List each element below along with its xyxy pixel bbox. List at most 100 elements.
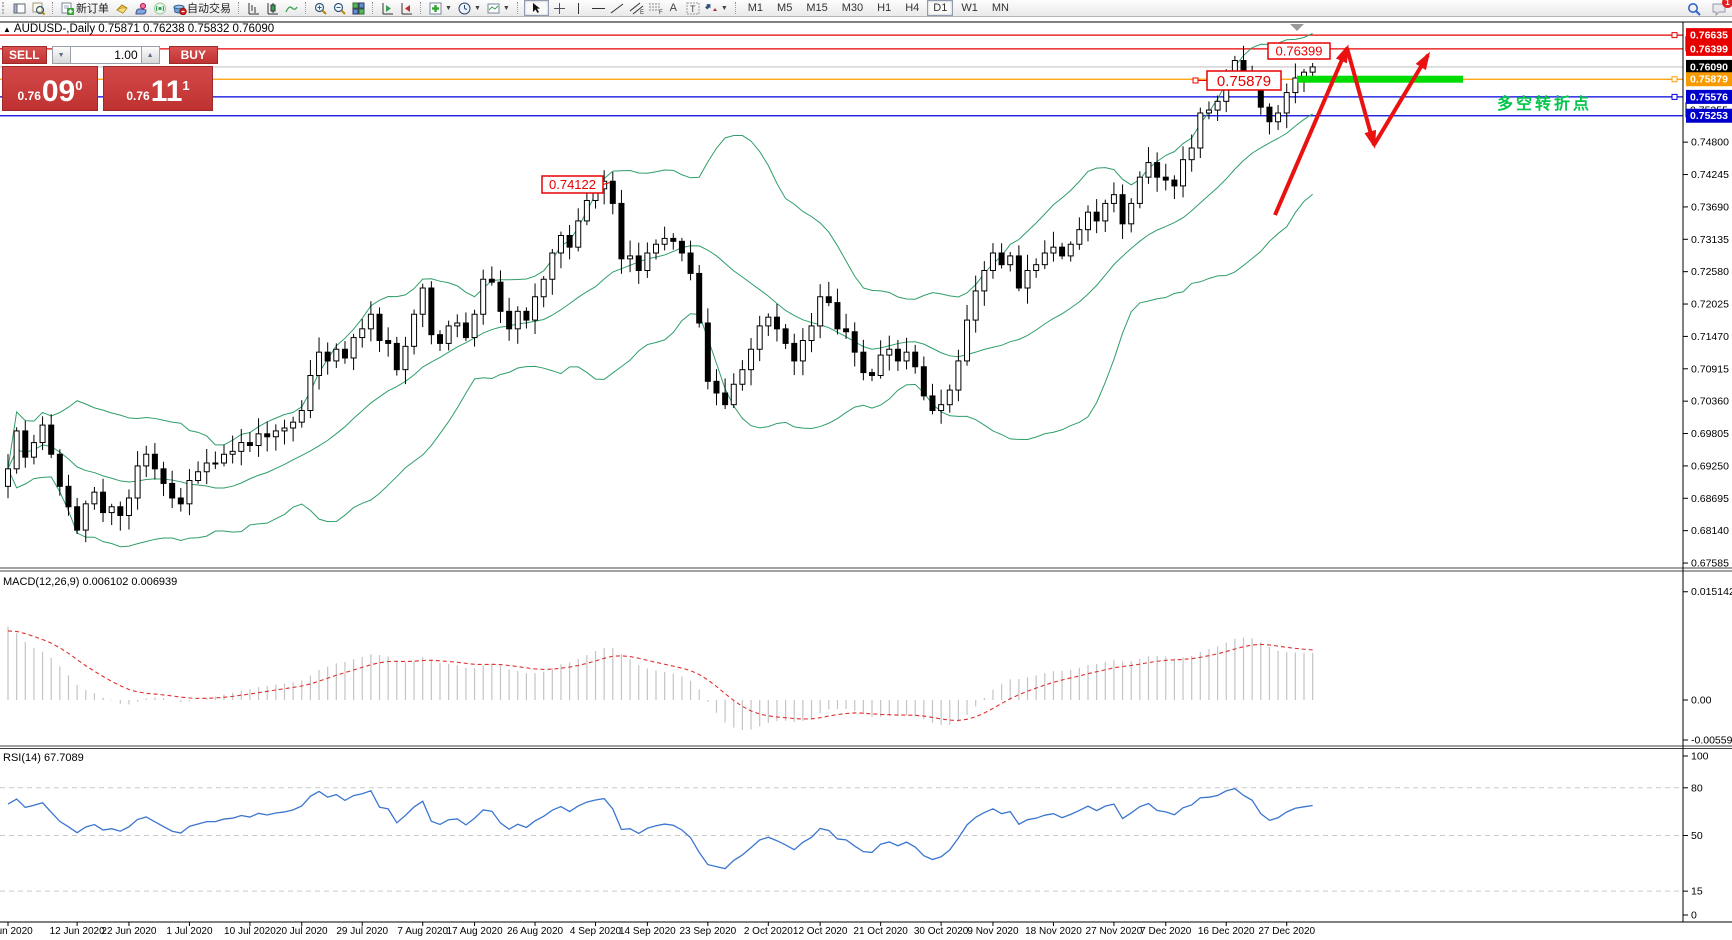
timeframe-button-h1[interactable]: H1 [877,2,892,14]
svg-text:0.70915: 0.70915 [1691,363,1729,375]
price-axis: 0.74800 0.74245 0.73690 0.73135 0.72580 0.720… [1683,137,1732,922]
new-order-button[interactable]: 新订单 [58,1,112,16]
price-label-annotation [1206,70,1282,91]
timeframe-button-d1[interactable]: D1 [927,0,954,16]
svg-text:F: F [659,10,663,15]
svg-text:0.67585: 0.67585 [1691,558,1729,570]
label-tool-button[interactable]: T [683,1,702,16]
data-window-icon [32,2,46,15]
data-window-button[interactable] [29,1,48,16]
candle-chart-mode-button[interactable] [263,1,282,16]
fibonacci-tool-button[interactable]: F [645,1,664,16]
svg-text:100: 100 [1691,751,1709,763]
chevron-down-icon: ▼ [502,4,510,12]
timeframe-button-m30[interactable]: M30 [841,2,864,14]
collapse-triangle-icon[interactable]: ▲ [3,25,11,34]
svg-text:18 Nov 2020: 18 Nov 2020 [1025,926,1082,937]
volume-increase-button[interactable]: ▲ [140,46,160,64]
timeframe-button-m15[interactable]: M15 [806,2,828,14]
timeframe-button-m5[interactable]: M5 [777,2,793,14]
svg-text:12 Jun 2020: 12 Jun 2020 [50,926,105,937]
rsi-layer [0,787,1683,892]
cursor-tool-button[interactable] [523,0,549,16]
chart-shift-icon [400,2,413,15]
volume-decrease-button[interactable]: ▼ [51,46,71,64]
search-button[interactable] [1684,1,1703,16]
svg-text:27 Nov 2020: 27 Nov 2020 [1086,926,1143,937]
buy-button[interactable]: BUY [168,46,218,64]
svg-text:0.76399: 0.76399 [1690,43,1728,55]
svg-text:2 Jun 2020: 2 Jun 2020 [0,926,33,937]
text-tool-button[interactable]: A [664,1,683,16]
template-button[interactable]: ▼ [484,1,513,16]
metaeditor-icon [115,2,128,15]
timeframe-button-mn[interactable]: MN [991,2,1009,14]
zoom-in-button[interactable] [311,1,330,16]
period-button[interactable]: ▼ [455,1,484,16]
triangle-up-icon: ▲ [146,51,154,59]
svg-text:0.75879: 0.75879 [1690,74,1728,86]
svg-text:29 Jul 2020: 29 Jul 2020 [336,926,388,937]
svg-text:0.73690: 0.73690 [1691,201,1729,213]
arrows-tool-button[interactable]: ▼ [702,1,731,16]
bar-chart-icon [247,2,260,15]
market-button[interactable] [131,1,150,16]
autotrading-button[interactable]: 自动交易 [169,1,234,16]
signals-icon [153,2,166,15]
sell-price-pip: 0 [75,78,83,93]
clock-icon [458,2,471,15]
svg-text:26 Aug 2020: 26 Aug 2020 [507,926,564,937]
timeframe-toolbar: M1 M5 M15 M30 H1 H4 D1 W1 MN [741,0,1016,16]
toolbar-grip[interactable] [2,2,8,14]
metaeditor-button[interactable] [112,1,131,16]
timeframe-button-w1[interactable]: W1 [961,2,978,14]
timeframe-button-m1[interactable]: M1 [747,2,764,14]
bar-chart-mode-button[interactable] [244,1,263,16]
trendline-tool-button[interactable] [607,1,626,16]
svg-text:23 Sep 2020: 23 Sep 2020 [679,926,736,937]
line-chart-mode-button[interactable] [282,1,301,16]
svg-text:0.69805: 0.69805 [1691,428,1729,440]
buy-price-display[interactable]: 0.76 11 1 [103,66,213,111]
timeframe-button-h4[interactable]: H4 [905,2,920,14]
crosshair-tool-button[interactable] [550,1,569,16]
tile-windows-button[interactable] [349,1,368,16]
volume-input[interactable] [70,46,141,64]
vertical-line-tool-button[interactable] [569,1,588,16]
zoom-out-button[interactable] [330,1,349,16]
terminal-button[interactable] [10,1,29,16]
price-label-annotation [1267,42,1331,60]
market-icon [134,2,147,15]
svg-text:10 Jul 2020: 10 Jul 2020 [224,926,276,937]
arrows-icon [704,2,718,15]
svg-text:27 Dec 2020: 27 Dec 2020 [1258,926,1315,937]
equidistant-channel-tool-button[interactable]: E [626,1,645,16]
annotations-layer: 0.76399 0.75879 0.74122 多空转折点 [541,42,1592,216]
sell-price-display[interactable]: 0.76 09 0 [2,66,98,111]
sell-price-big: 09 [41,75,76,108]
sell-button[interactable]: SELL [2,46,47,64]
add-indicator-button[interactable]: ▼ [426,1,455,16]
notifications-button[interactable]: 1 [1709,0,1732,16]
chart-shift-button[interactable] [397,1,416,16]
svg-text:0.75253: 0.75253 [1690,110,1728,122]
cursor-icon [530,2,543,15]
notification-badge: 1 [1722,0,1732,8]
autotrading-label: 自动交易 [187,3,231,15]
signals-button[interactable] [150,1,169,16]
horizontal-line-tool-button[interactable] [588,1,607,16]
sell-price-prefix: 0.76 [17,89,41,103]
horizontal-line-icon [591,2,605,15]
channel-icon: E [629,2,644,16]
line-chart-icon [285,2,298,15]
text-icon: A [669,1,677,14]
auto-scroll-button[interactable] [378,1,397,16]
svg-text:17 Aug 2020: 17 Aug 2020 [446,926,503,937]
svg-text:0.76399: 0.76399 [1276,44,1323,59]
trendline-icon [610,2,624,15]
svg-text:0.75879: 0.75879 [1217,73,1271,90]
template-icon [487,2,500,15]
chinese-note-annotation: 多空转折点 [1497,94,1592,113]
